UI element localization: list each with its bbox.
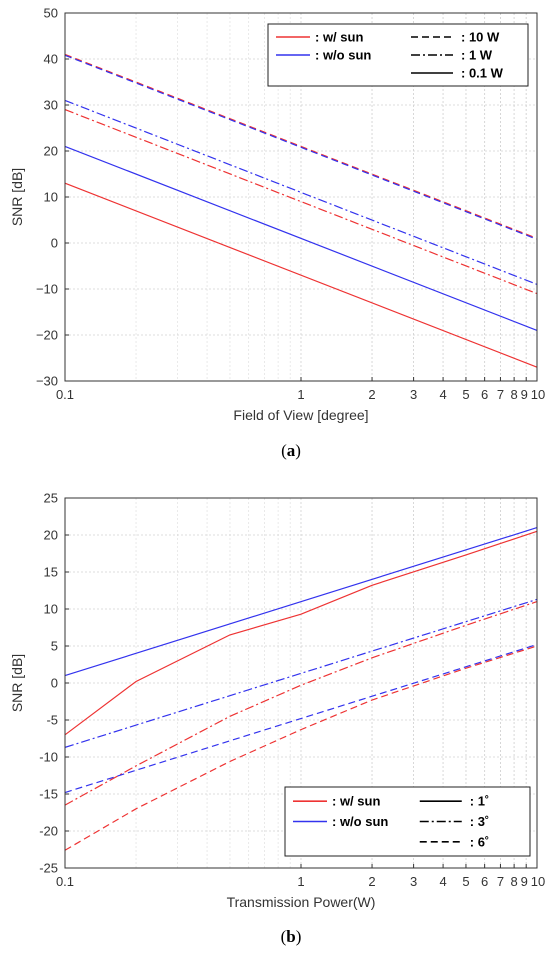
y-tick-label: 20 bbox=[44, 528, 58, 543]
y-tick-label: 10 bbox=[44, 190, 58, 205]
x-tick-label: 10 bbox=[531, 387, 545, 402]
y-tick-label: 10 bbox=[44, 602, 58, 617]
y-tick-label: 0 bbox=[51, 236, 58, 251]
x-tick-label: 4 bbox=[439, 387, 446, 402]
y-axis-label: SNR [dB] bbox=[9, 654, 25, 712]
y-tick-label: -20 bbox=[39, 824, 58, 839]
figure-caption: (a) bbox=[281, 441, 301, 460]
y-tick-label: -10 bbox=[39, 750, 58, 765]
x-tick-label: 6 bbox=[481, 387, 488, 402]
x-tick-label: 7 bbox=[497, 874, 504, 889]
series-line-5 bbox=[64, 645, 538, 851]
series-line-1 bbox=[64, 530, 538, 736]
legend-box bbox=[267, 23, 529, 87]
x-tick-label: 9 bbox=[521, 874, 528, 889]
y-tick-label: 15 bbox=[44, 565, 58, 580]
x-tick-label: 0.1 bbox=[56, 387, 74, 402]
series-line-2 bbox=[64, 598, 538, 748]
y-tick-label: −20 bbox=[36, 328, 58, 343]
x-tick-label: 4 bbox=[439, 874, 446, 889]
legend: : w/ sun : w/o sun : 10 W : 1 W : 0.1 W bbox=[267, 23, 529, 87]
y-tick-label: -15 bbox=[39, 787, 58, 802]
x-tick-label: 9 bbox=[521, 387, 528, 402]
y-tick-label: 25 bbox=[44, 491, 58, 506]
legend-style-label: : 1˚ bbox=[470, 794, 490, 809]
x-tick-label: 3 bbox=[410, 874, 417, 889]
x-axis-label: Field of View [degree] bbox=[233, 407, 368, 423]
chart-a: 0.1 1 2 3 4 5 6 7 8 9 10−30−20−1001020304050Field … bbox=[9, 6, 545, 461]
x-tick-label: 7 bbox=[497, 387, 504, 402]
legend-color-label: : w/ sun bbox=[315, 30, 363, 45]
y-tick-label: 0 bbox=[51, 676, 58, 691]
series-line-4 bbox=[64, 145, 538, 331]
y-tick-label: −30 bbox=[36, 374, 58, 389]
legend-style-label: : 10 W bbox=[461, 30, 500, 45]
x-tick-label: 10 bbox=[531, 874, 545, 889]
x-tick-label: 0.1 bbox=[56, 874, 74, 889]
y-axis-label: SNR [dB] bbox=[9, 168, 25, 226]
y-tick-label: -25 bbox=[39, 861, 58, 876]
figure-caption: (b) bbox=[281, 927, 302, 946]
series-line-4 bbox=[64, 643, 538, 794]
legend-style-label: : 3˚ bbox=[470, 814, 490, 829]
x-tick-label: 8 bbox=[511, 387, 518, 402]
x-tick-label: 5 bbox=[462, 874, 469, 889]
x-tick-label: 6 bbox=[481, 874, 488, 889]
series-line-3 bbox=[64, 601, 538, 806]
legend-color-label: : w/o sun bbox=[315, 48, 371, 63]
x-axis-label: Transmission Power(W) bbox=[227, 894, 376, 910]
x-tick-label: 5 bbox=[462, 387, 469, 402]
y-tick-label: 40 bbox=[44, 52, 58, 67]
x-tick-label: 8 bbox=[511, 874, 518, 889]
y-tick-label: -5 bbox=[46, 713, 58, 728]
y-tick-label: −10 bbox=[36, 282, 58, 297]
y-tick-label: 20 bbox=[44, 144, 58, 159]
series-line-5 bbox=[64, 182, 538, 368]
x-tick-label: 1 bbox=[297, 874, 304, 889]
x-tick-label: 2 bbox=[368, 387, 375, 402]
legend-style-label: : 0.1 W bbox=[461, 66, 504, 81]
legend: : w/ sun : w/o sun : 1˚ : 3˚ : 6˚ bbox=[284, 786, 531, 857]
legend-style-label: : 6˚ bbox=[470, 834, 490, 849]
series-line-1 bbox=[64, 54, 538, 240]
legend-color-label: : w/ sun bbox=[332, 794, 380, 809]
x-tick-label: 1 bbox=[297, 387, 304, 402]
y-tick-label: 30 bbox=[44, 98, 58, 113]
y-tick-label: 50 bbox=[44, 6, 58, 21]
x-tick-label: 3 bbox=[410, 387, 417, 402]
series-line-0 bbox=[64, 527, 538, 677]
legend-color-label: : w/o sun bbox=[332, 814, 388, 829]
legend-style-label: : 1 W bbox=[461, 48, 493, 63]
y-tick-label: 5 bbox=[51, 639, 58, 654]
x-tick-label: 2 bbox=[368, 874, 375, 889]
chart-b: 0.1 1 2 3 4 5 6 7 8 9 10-25-20-15-10-50510152025Tr… bbox=[9, 491, 545, 947]
series-line-0 bbox=[64, 53, 538, 239]
